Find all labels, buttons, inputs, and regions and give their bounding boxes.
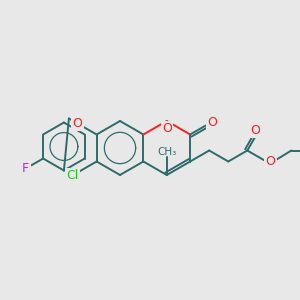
Text: O: O [250,124,260,137]
Text: O: O [207,116,217,128]
Text: O: O [73,117,82,130]
Text: O: O [162,122,172,136]
Text: Cl: Cl [66,169,79,182]
Text: CH₃: CH₃ [157,147,176,157]
Text: O: O [266,155,275,168]
Text: F: F [22,162,29,175]
